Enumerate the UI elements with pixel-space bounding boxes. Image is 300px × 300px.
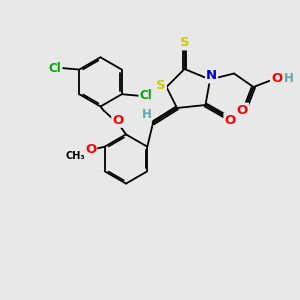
Text: O: O: [237, 103, 248, 117]
Text: H: H: [284, 72, 293, 85]
Text: O: O: [85, 142, 96, 156]
Text: N: N: [206, 69, 217, 82]
Text: S: S: [180, 36, 189, 50]
Text: O: O: [271, 72, 282, 85]
Text: O: O: [224, 113, 236, 127]
Text: Cl: Cl: [49, 61, 61, 75]
Text: O: O: [112, 114, 124, 127]
Text: Cl: Cl: [140, 89, 152, 102]
Text: S: S: [156, 79, 166, 92]
Text: CH₃: CH₃: [66, 151, 86, 161]
Text: H: H: [142, 108, 151, 121]
